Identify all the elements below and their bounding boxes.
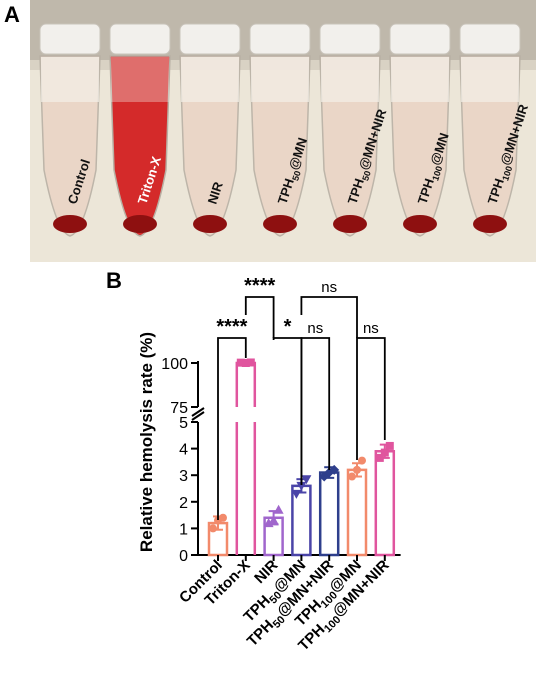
tube: Control <box>39 23 101 237</box>
bar-group <box>374 441 396 557</box>
data-point <box>263 518 274 528</box>
chart-axes: 0 1 2 3 4 575 100 <box>161 356 401 565</box>
data-point <box>241 359 250 367</box>
bar-group <box>318 464 340 557</box>
axis-break-mark <box>191 411 205 421</box>
data-point <box>380 448 389 457</box>
data-point <box>291 489 302 499</box>
significance-bracket: ns <box>356 320 386 460</box>
tube-headspace <box>111 57 169 102</box>
significance-label: ns <box>307 320 323 337</box>
tube-cap <box>179 23 241 55</box>
pellet <box>193 215 227 233</box>
y-tick-label: 4 <box>179 442 188 459</box>
y-tick-label: 3 <box>179 468 188 485</box>
tube: TPH100@MN <box>389 23 452 237</box>
y-tick-label: 75 <box>170 400 188 417</box>
tube-label: NIR <box>205 179 226 206</box>
y-tick-label: 0 <box>179 548 188 565</box>
data-point <box>273 504 284 514</box>
bracket-line <box>300 296 358 338</box>
tube-body <box>109 55 171 237</box>
significance-bracket: * <box>272 316 303 485</box>
pellet <box>403 215 437 233</box>
bar <box>318 471 340 557</box>
tube-headspace <box>321 57 379 102</box>
axis-break-mark <box>191 407 205 417</box>
significance-label: **** <box>244 275 275 297</box>
hemolysis-tube-photo: Control Triton-X NIR TPH50@MNTPH50@MN+NIRTP… <box>30 0 536 262</box>
significance-label: **** <box>216 316 247 338</box>
tube-cap <box>389 23 451 55</box>
bracket-line <box>356 337 386 460</box>
tube: Triton-X <box>109 23 171 237</box>
pellet <box>123 215 157 233</box>
bar <box>374 450 396 557</box>
significance-label: ns <box>321 279 337 296</box>
data-point <box>385 441 394 450</box>
pellet <box>333 215 367 233</box>
panel-label-a: A <box>4 2 20 27</box>
y-tick-label: 1 <box>179 521 188 538</box>
data-point <box>268 515 279 525</box>
bracket-line <box>272 337 303 485</box>
data-point <box>236 358 245 367</box>
data-point <box>348 472 356 481</box>
significance-bracket: **** <box>244 275 275 338</box>
bracket-line <box>300 337 331 485</box>
significance-bracket: ns <box>300 320 331 485</box>
data-point <box>296 481 307 491</box>
y-axis-label: Relative hemolysis rate (%) <box>137 332 156 552</box>
tube-cap <box>249 23 311 55</box>
bracket-line <box>244 296 275 338</box>
tube: NIR <box>179 23 241 237</box>
tube-headspace <box>41 57 99 102</box>
bar-group <box>207 513 229 557</box>
tube-row: Control Triton-X NIR TPH50@MNTPH50@MN+NIRTP… <box>39 23 531 237</box>
data-point <box>353 465 361 474</box>
pellet <box>263 215 297 233</box>
significance-bracket: ns <box>300 279 358 338</box>
data-point <box>209 524 217 533</box>
pellet <box>53 215 87 233</box>
y-tick-label: 5 <box>179 415 188 432</box>
pellet <box>473 215 507 233</box>
y-tick-label: 100 <box>161 356 188 373</box>
data-point <box>358 456 366 465</box>
data-point <box>246 358 255 367</box>
significance-bracket: **** <box>216 316 248 520</box>
significance-label: ns <box>363 320 379 337</box>
data-point <box>219 513 227 522</box>
tube-cap <box>39 23 101 55</box>
data-point <box>301 475 312 485</box>
bar-group <box>263 504 284 557</box>
data-point <box>329 464 340 475</box>
bar-group <box>235 358 257 555</box>
bar-group <box>291 475 312 557</box>
bar-lower <box>235 422 257 555</box>
data-point <box>375 453 384 462</box>
tube: TPH100@MN+NIR <box>459 23 531 237</box>
significance-label: * <box>284 316 292 338</box>
bar-upper <box>235 361 257 407</box>
bar-group <box>346 456 368 557</box>
tube-cap <box>109 23 171 55</box>
tube-cap <box>459 23 521 55</box>
bracket-line <box>217 337 247 520</box>
tube-headspace <box>461 57 519 102</box>
x-tick-labels: ControlTriton-XNIRTPH50@MNTPH50@MN+NIRTP… <box>176 555 393 654</box>
tube-headspace <box>181 57 239 102</box>
y-tick-label: 2 <box>179 495 188 512</box>
tube-cap <box>319 23 381 55</box>
tube: TPH50@MN <box>249 23 311 237</box>
bar <box>346 468 368 557</box>
panel-label-b: B <box>106 268 122 293</box>
tube-headspace <box>391 57 449 102</box>
tube-headspace <box>251 57 309 102</box>
